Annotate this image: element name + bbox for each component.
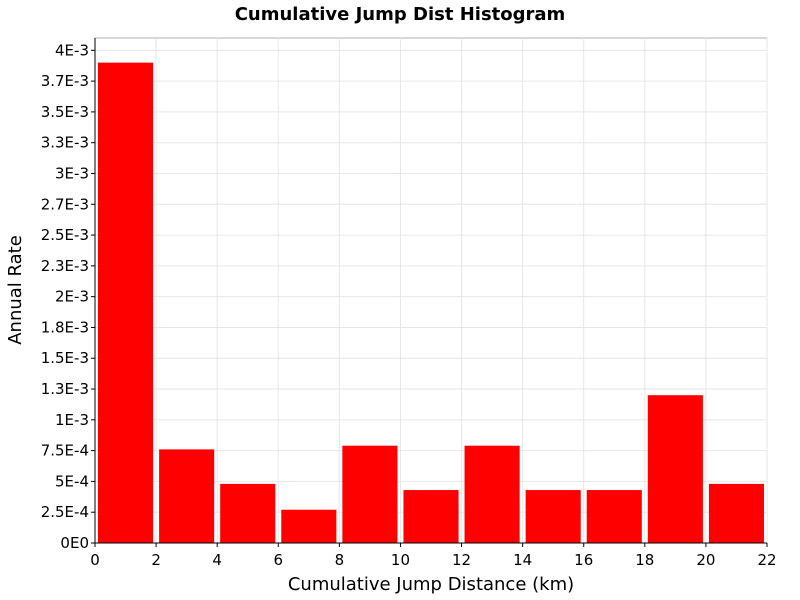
x-tick-label: 20 <box>696 551 715 569</box>
histogram-bar <box>525 490 581 543</box>
x-tick-label: 14 <box>513 551 532 569</box>
y-axis-label: Annual Rate <box>5 235 26 345</box>
x-tick-label: 2 <box>151 551 161 569</box>
x-tick-label: 12 <box>452 551 471 569</box>
y-tick-label: 2.5E-4 <box>41 503 89 521</box>
histogram-bar <box>708 483 764 543</box>
histogram-bar <box>647 395 703 543</box>
histogram-bar <box>586 490 642 543</box>
histogram-bar <box>220 483 276 543</box>
x-tick-label: 8 <box>335 551 345 569</box>
x-tick-label: 22 <box>757 551 776 569</box>
y-tick-label: 1.5E-3 <box>41 349 89 367</box>
y-tick-label: 4E-3 <box>55 41 89 59</box>
x-axis-label: Cumulative Jump Distance (km) <box>288 574 574 595</box>
x-tick-label: 6 <box>273 551 283 569</box>
y-axis: 0E0 2.5E-4 5E-4 7.5E-4 1E-3 1.3E-3 1.5E-3 1.8E-… <box>41 38 96 552</box>
x-tick-label: 18 <box>635 551 654 569</box>
histogram-bar <box>159 449 215 543</box>
histogram-bar <box>403 490 459 543</box>
histogram-bar <box>281 509 337 543</box>
x-axis: 0 2 4 6 8 10 12 14 16 18 20 22 <box>90 542 777 569</box>
y-tick-label: 1E-3 <box>55 411 89 429</box>
y-tick-label: 2.7E-3 <box>41 195 89 213</box>
x-tick-label: 0 <box>90 551 100 569</box>
histogram-bar <box>342 445 398 543</box>
y-tick-label: 1.8E-3 <box>41 318 89 336</box>
histogram-bar <box>98 62 154 543</box>
y-tick-label: 2.5E-3 <box>41 226 89 244</box>
histogram-bar <box>464 445 520 543</box>
y-tick-label: 3E-3 <box>55 164 89 182</box>
chart-title: Cumulative Jump Dist Histogram <box>235 4 566 25</box>
y-tick-label: 2E-3 <box>55 288 89 306</box>
y-tick-label: 3.7E-3 <box>41 72 89 90</box>
bars <box>98 62 764 543</box>
y-tick-label: 0E0 <box>60 534 89 552</box>
y-tick-label: 7.5E-4 <box>41 442 89 460</box>
x-tick-label: 4 <box>212 551 222 569</box>
y-tick-label: 3.5E-3 <box>41 103 89 121</box>
y-tick-label: 5E-4 <box>55 472 89 490</box>
y-tick-label: 1.3E-3 <box>41 380 89 398</box>
y-tick-label: 2.3E-3 <box>41 257 89 275</box>
y-tick-label: 3.3E-3 <box>41 134 89 152</box>
x-tick-label: 10 <box>391 551 410 569</box>
x-tick-label: 16 <box>574 551 593 569</box>
